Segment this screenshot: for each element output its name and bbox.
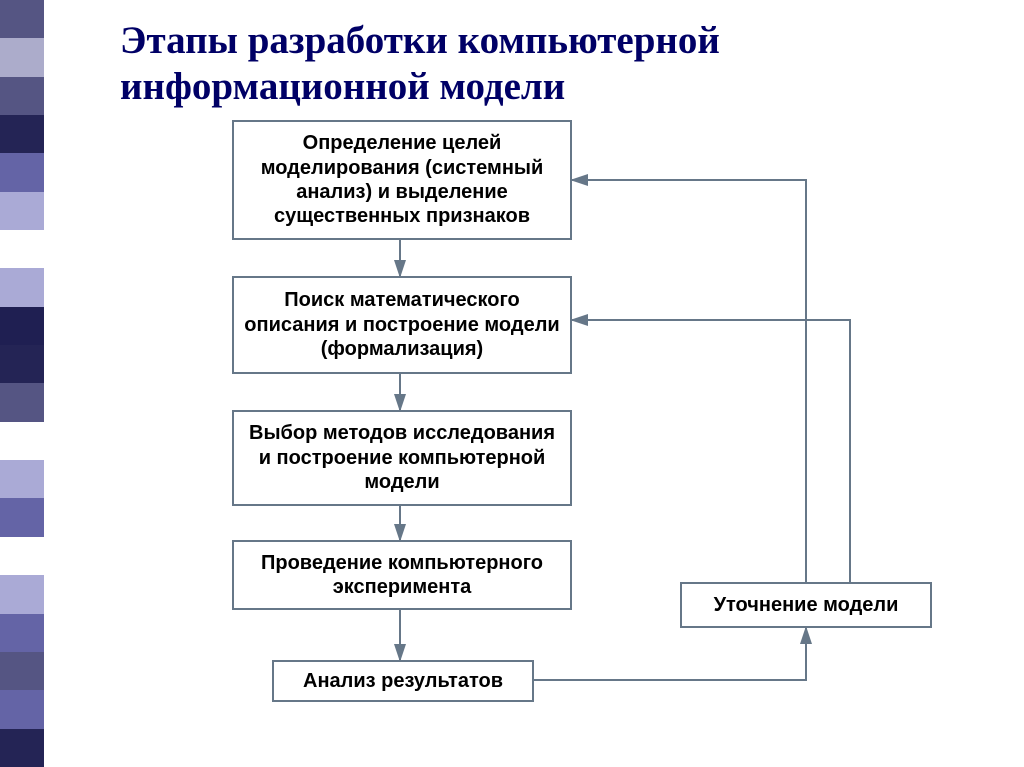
- sidebar-square: [0, 192, 44, 230]
- sidebar-square: [0, 77, 44, 115]
- sidebar-square: [0, 383, 44, 421]
- sidebar-square: [0, 614, 44, 652]
- sidebar-square: [0, 153, 44, 191]
- sidebar-square: [0, 230, 44, 268]
- flow-box-methods: Выбор методов исследования и построение …: [232, 410, 572, 506]
- flow-box-goals: Определение целей моделирования (системн…: [232, 120, 572, 240]
- sidebar-square: [0, 345, 44, 383]
- sidebar-square: [0, 652, 44, 690]
- sidebar-square: [0, 38, 44, 76]
- sidebar-square: [0, 307, 44, 345]
- sidebar-square: [0, 575, 44, 613]
- slide-title: Этапы разработки компьютерной информацио…: [120, 18, 940, 110]
- sidebar-square: [0, 537, 44, 575]
- sidebar-square: [0, 460, 44, 498]
- sidebar-square: [0, 422, 44, 460]
- sidebar-square: [0, 268, 44, 306]
- decorative-sidebar: [0, 0, 44, 767]
- flow-box-refine: Уточнение модели: [680, 582, 932, 628]
- sidebar-square: [0, 729, 44, 767]
- flow-arrows: [0, 0, 1024, 767]
- flow-box-analysis: Анализ результатов: [272, 660, 534, 702]
- sidebar-square: [0, 115, 44, 153]
- sidebar-square: [0, 0, 44, 38]
- flow-box-experiment: Проведение компьютерного эксперимента: [232, 540, 572, 610]
- sidebar-square: [0, 690, 44, 728]
- flow-box-formalize: Поиск математического описания и построе…: [232, 276, 572, 374]
- sidebar-square: [0, 498, 44, 536]
